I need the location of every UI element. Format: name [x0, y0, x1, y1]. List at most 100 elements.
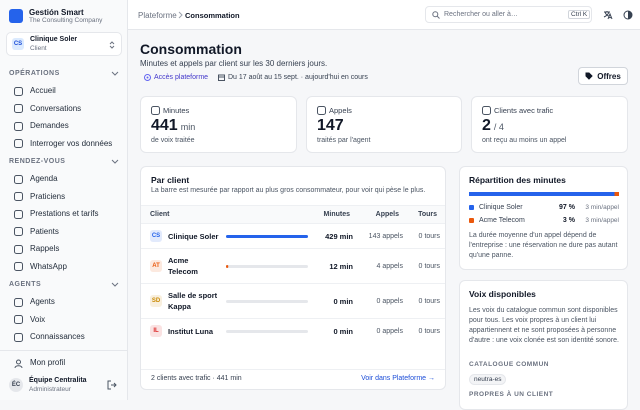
distribution-card: Répartition des minutes Clinique Soler 97…: [459, 166, 628, 270]
share-name: Clinique Soler: [479, 204, 523, 211]
access-chip: Accès plateforme: [144, 74, 208, 81]
column-header: Tours: [418, 211, 437, 218]
icon: [144, 74, 151, 81]
stat-value: 441: [151, 117, 178, 134]
voices-card: Voix disponibles Les voix du catalogue c…: [459, 280, 628, 410]
nav-item[interactable]: Mon profil: [0, 354, 127, 372]
bar-track: [226, 234, 308, 238]
share-name: Acme Telecom: [479, 217, 525, 224]
search[interactable]: Rechercher ou aller à… Ctrl K: [425, 6, 592, 23]
period-chip: Du 17 août au 15 sept. · aujourd'hui en …: [218, 74, 368, 81]
table-header: Client Minutes Appels Tours: [141, 205, 445, 223]
separator: [178, 11, 183, 19]
icon: [585, 72, 593, 80]
search-placeholder: Rechercher ou aller à…: [444, 11, 518, 18]
nav-item[interactable]: Connaissances: [0, 328, 128, 346]
nav-item[interactable]: Accueil: [0, 82, 128, 100]
turns-unit: tours: [424, 327, 440, 335]
icon: [317, 106, 326, 115]
logout-icon[interactable]: [107, 380, 117, 390]
minutes-value: 0: [333, 326, 338, 336]
section-label: CATALOGUE COMMUN: [469, 361, 549, 368]
icon-shape: [14, 139, 23, 148]
nav-item[interactable]: Conversations: [0, 100, 128, 118]
page-title: Consommation: [140, 41, 242, 57]
client-badge: IL: [150, 325, 162, 337]
share-segment: [469, 192, 615, 196]
section-label: RENDEZ-VOUS: [0, 154, 128, 170]
share-value: 97: [559, 204, 567, 211]
icon: [482, 106, 491, 115]
calls-unit: appels: [382, 297, 403, 305]
turns: 0 tours: [403, 326, 440, 337]
share-row: Clinique Soler 97% 3 min/appel: [469, 201, 619, 214]
bar-track: [226, 264, 308, 268]
icon: [14, 192, 23, 201]
calls: 0 appels: [353, 326, 403, 337]
section-label: AGENTS: [0, 277, 128, 293]
turns: 0 tours: [403, 231, 440, 242]
icon: [14, 244, 23, 254]
nav-item[interactable]: Voix: [0, 311, 128, 329]
nav-item[interactable]: Prestations et tarifs: [0, 205, 128, 223]
stat-value: 2: [482, 117, 491, 134]
nav-item[interactable]: Agenda: [0, 170, 128, 188]
turns-unit: tours: [424, 262, 440, 270]
minutes-unit: min: [339, 231, 353, 241]
nav-item[interactable]: Praticiens: [0, 188, 128, 206]
icon-shape: [14, 227, 23, 236]
share-bar: [469, 192, 619, 196]
calls-value: 143: [368, 232, 381, 240]
client-selector[interactable]: CS Clinique Soler Client: [6, 32, 122, 56]
icon-shape: [14, 244, 23, 254]
table-row: AT Acme Telecom 12 min 4 appels 0 tours: [141, 248, 445, 283]
rate: 3 min/appel: [585, 217, 619, 224]
breadcrumb[interactable]: Plateforme: [138, 11, 177, 20]
minutes: 0 min: [308, 326, 353, 337]
theme-icon[interactable]: [623, 10, 633, 20]
calls-unit: appels: [382, 232, 403, 240]
turns: 0 tours: [403, 296, 440, 307]
turns-value: 0: [418, 297, 423, 305]
column-header: Minutes: [323, 211, 350, 218]
column-header: Client: [150, 211, 170, 218]
nav-label: Mon profil: [30, 358, 66, 367]
nav-item[interactable]: WhatsApp: [0, 258, 128, 276]
brand-name: Gestión Smart: [29, 8, 84, 17]
icon: [14, 262, 23, 271]
table-footer: 2 clients avec trafic · 441 min: [151, 375, 242, 382]
client-name: Institut Luna: [168, 326, 213, 336]
stat-unit: min: [180, 122, 196, 132]
offers-button[interactable]: Offres: [578, 67, 628, 85]
nav-label: Connaissances: [30, 332, 85, 341]
nav-item[interactable]: Demandes: [0, 117, 128, 135]
voices-description: Les voix du catalogue commun sont dispon…: [469, 307, 619, 344]
calls-value: 0: [376, 327, 381, 335]
icon-shape: [14, 262, 23, 271]
nav-item[interactable]: Interroger vos données: [0, 135, 128, 153]
platform-link[interactable]: Voir dans Plateforme →: [361, 375, 435, 382]
icon-shape: [14, 86, 23, 96]
share-value: 3: [562, 217, 567, 224]
calls-unit: appels: [382, 262, 403, 270]
nav-item[interactable]: Agents: [0, 293, 128, 311]
voice-list: neutra-es: [469, 374, 507, 385]
icon-shape: [14, 192, 23, 201]
icon: [14, 227, 23, 236]
stat-value-row: 147: [317, 117, 344, 135]
card-description: La barre est mesurée par rapport au plus…: [151, 187, 426, 194]
user-role: Administrateur: [29, 386, 71, 393]
calls-value: 4: [376, 262, 381, 270]
language-icon[interactable]: [603, 10, 613, 20]
bar-track: [226, 299, 308, 303]
nav-item[interactable]: Rappels: [0, 240, 128, 258]
minutes: 429 min: [308, 231, 353, 242]
nav-item[interactable]: Patients: [0, 223, 128, 241]
divider: [0, 350, 127, 351]
share-list: Clinique Soler 97% 3 min/appel Acme Telecom…: [469, 201, 619, 227]
table-row: SD Salle de sport Kappa 0 min 0 appels 0 tours: [141, 283, 445, 318]
topbar: Plateforme Consommation Rechercher ou al…: [128, 0, 640, 30]
chevron-shape: [111, 71, 119, 76]
nav-label: Agents: [30, 297, 55, 306]
